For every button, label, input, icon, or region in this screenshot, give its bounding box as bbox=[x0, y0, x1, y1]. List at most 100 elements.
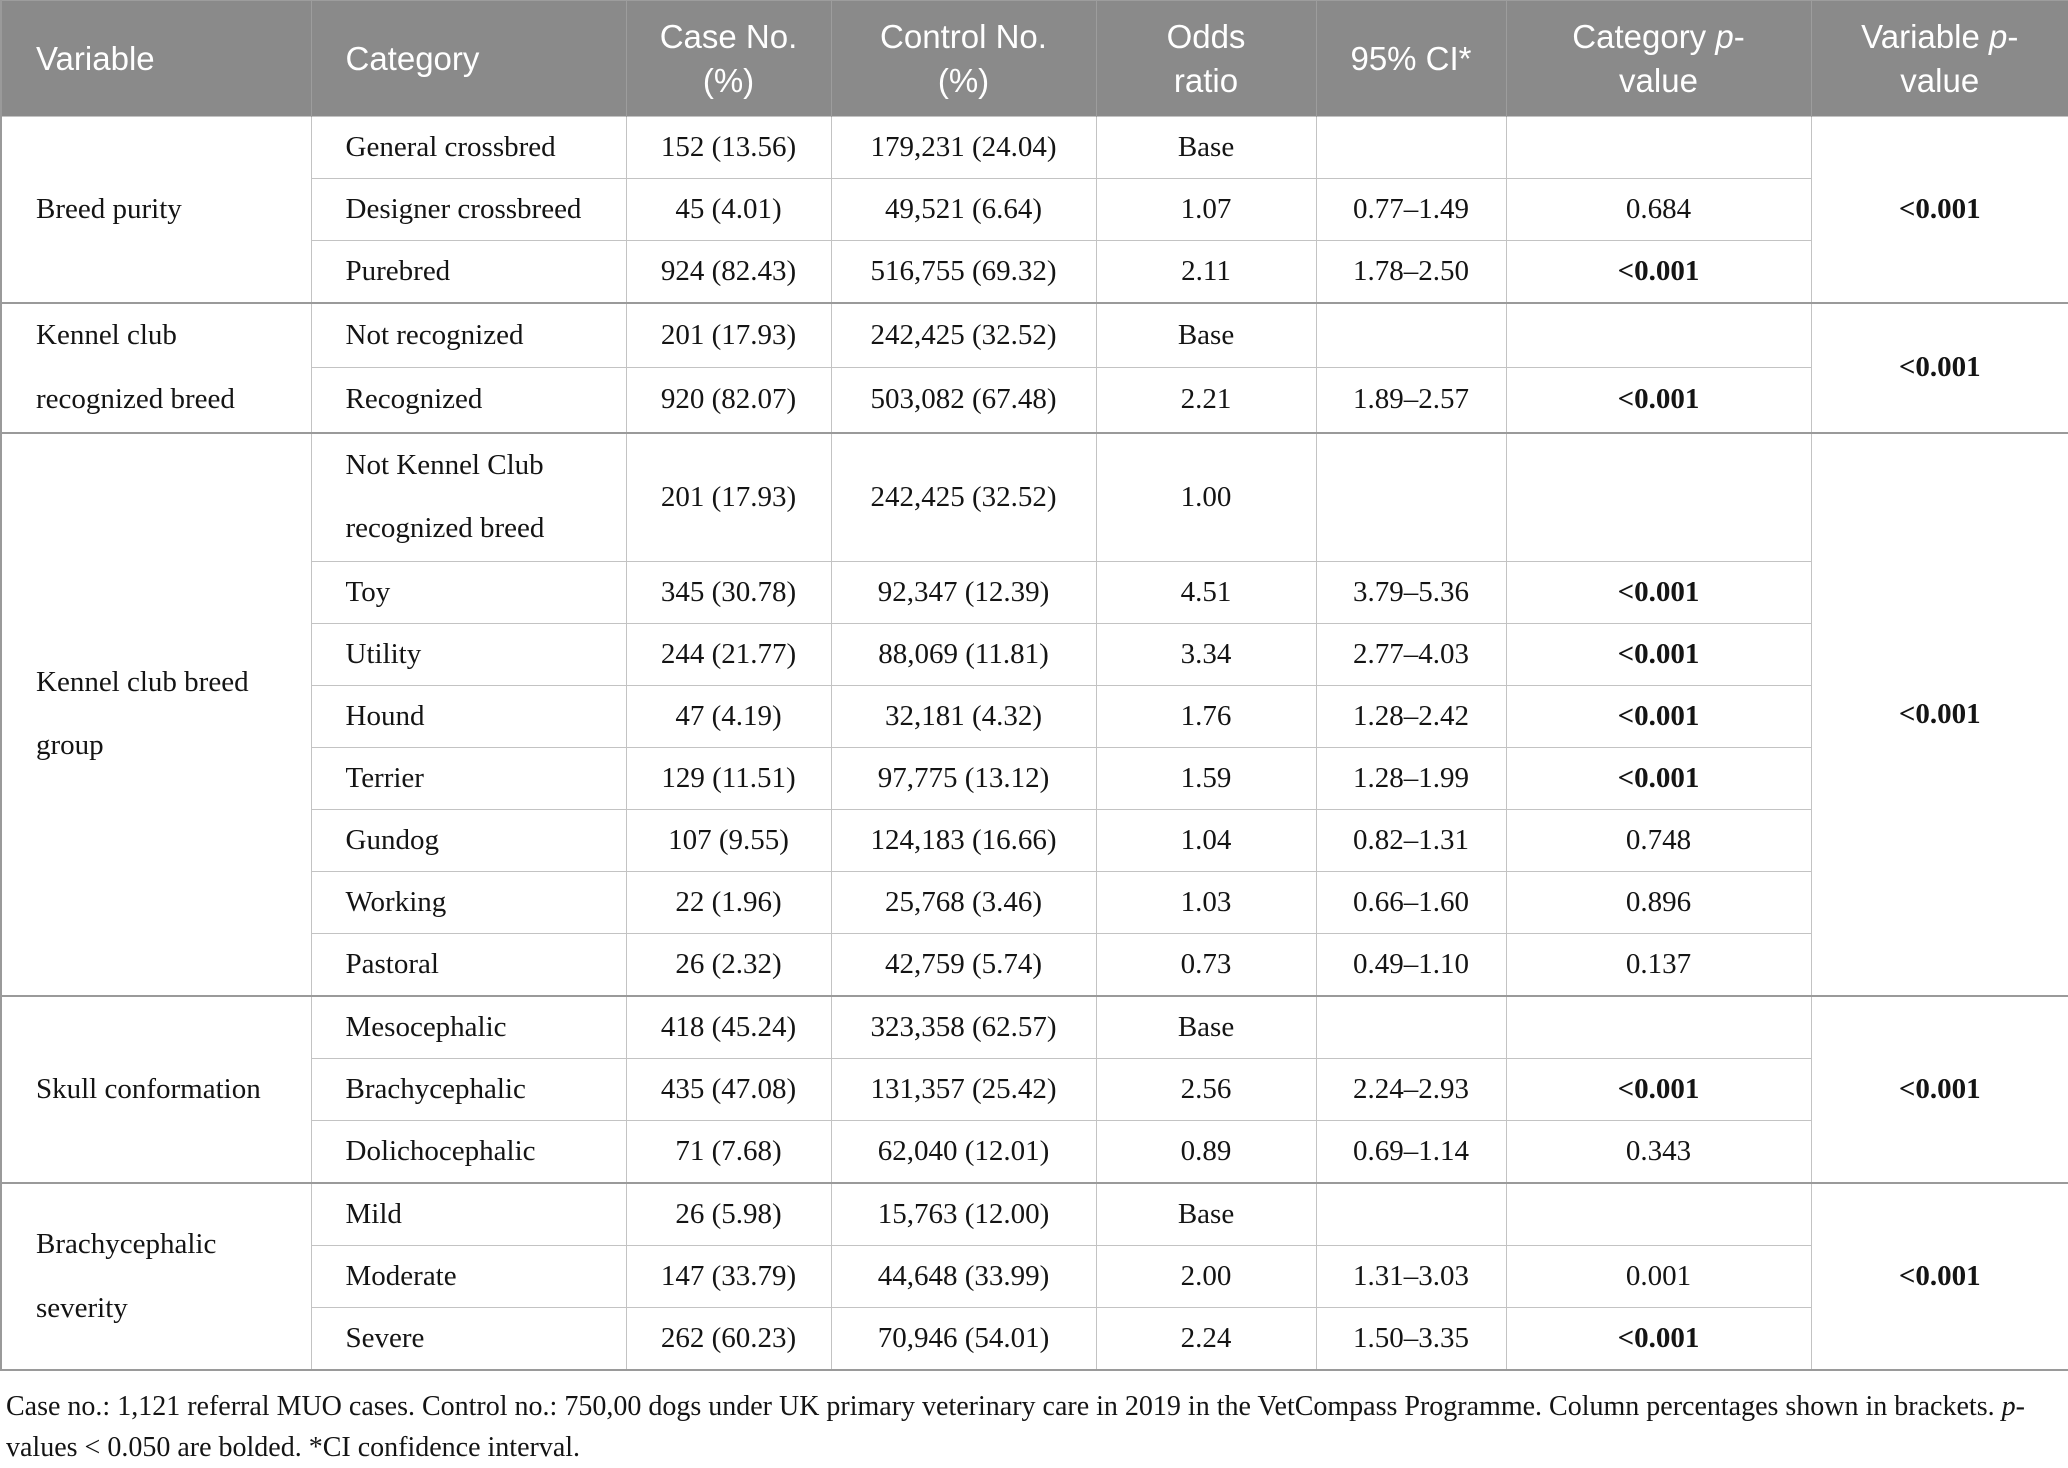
table-row: Severe 262 (60.23) 70,946 (54.01) 2.24 1… bbox=[1, 1308, 2068, 1371]
odds-ratio-cell: 3.34 bbox=[1096, 624, 1316, 686]
header-row: Variable Category Case No. (%) Control N… bbox=[1, 1, 2068, 117]
col-header-variable: Variable bbox=[1, 1, 311, 117]
category-cell: Dolichocephalic bbox=[311, 1121, 626, 1184]
case-no-cell: 201 (17.93) bbox=[626, 303, 831, 368]
table-row: Kennel club recognized breed Not recogni… bbox=[1, 303, 2068, 368]
table-row: Dolichocephalic 71 (7.68) 62,040 (12.01)… bbox=[1, 1121, 2068, 1184]
odds-ratio-cell: 1.07 bbox=[1096, 179, 1316, 241]
category-cell: Gundog bbox=[311, 810, 626, 872]
category-cell: Mesocephalic bbox=[311, 996, 626, 1059]
table-row: Toy 345 (30.78) 92,347 (12.39) 4.51 3.79… bbox=[1, 562, 2068, 624]
category-p-cell bbox=[1506, 996, 1811, 1059]
case-no-cell: 262 (60.23) bbox=[626, 1308, 831, 1371]
variable-cell: Skull conformation bbox=[1, 996, 311, 1183]
category-p-cell: 0.748 bbox=[1506, 810, 1811, 872]
table-row: Utility 244 (21.77) 88,069 (11.81) 3.34 … bbox=[1, 624, 2068, 686]
ci-cell: 2.77–4.03 bbox=[1316, 624, 1506, 686]
category-cell: Not Kennel Club recognized breed bbox=[311, 433, 626, 562]
footnote-italic-p: p bbox=[2002, 1391, 2016, 1422]
case-no-cell: 26 (5.98) bbox=[626, 1183, 831, 1246]
control-no-cell: 44,648 (33.99) bbox=[831, 1246, 1096, 1308]
case-no-cell: 26 (2.32) bbox=[626, 934, 831, 997]
ci-cell bbox=[1316, 303, 1506, 368]
case-no-cell: 147 (33.79) bbox=[626, 1246, 831, 1308]
control-no-cell: 242,425 (32.52) bbox=[831, 433, 1096, 562]
table-footnote: Case no.: 1,121 referral MUO cases. Cont… bbox=[0, 1371, 2068, 1468]
category-p-cell: <0.001 bbox=[1506, 1059, 1811, 1121]
category-cell: General crossbred bbox=[311, 117, 626, 179]
category-cell: Pastoral bbox=[311, 934, 626, 997]
col-header-control-line2: (%) bbox=[832, 59, 1096, 103]
odds-ratio-cell: 1.03 bbox=[1096, 872, 1316, 934]
odds-ratio-cell: 1.76 bbox=[1096, 686, 1316, 748]
table-row: Brachycephalic severity Mild 26 (5.98) 1… bbox=[1, 1183, 2068, 1246]
odds-ratio-cell: 2.11 bbox=[1096, 241, 1316, 304]
control-no-cell: 42,759 (5.74) bbox=[831, 934, 1096, 997]
col-header-control-line1: Control No. bbox=[832, 15, 1096, 59]
col-header-category-p: Category p- value bbox=[1506, 1, 1811, 117]
odds-ratio-cell: 1.04 bbox=[1096, 810, 1316, 872]
variable-p-cell: <0.001 bbox=[1811, 117, 2068, 304]
control-no-cell: 88,069 (11.81) bbox=[831, 624, 1096, 686]
control-no-cell: 124,183 (16.66) bbox=[831, 810, 1096, 872]
ci-cell: 2.24–2.93 bbox=[1316, 1059, 1506, 1121]
col-header-variable-p-line2: value bbox=[1812, 59, 2068, 103]
table-row: Breed purity General crossbred 152 (13.5… bbox=[1, 117, 2068, 179]
table-row: Terrier 129 (11.51) 97,775 (13.12) 1.59 … bbox=[1, 748, 2068, 810]
category-cell: Working bbox=[311, 872, 626, 934]
case-no-cell: 152 (13.56) bbox=[626, 117, 831, 179]
variable-cell: Kennel club recognized breed bbox=[1, 303, 311, 433]
ci-cell: 0.49–1.10 bbox=[1316, 934, 1506, 997]
category-p-cell bbox=[1506, 433, 1811, 562]
table-row: Moderate 147 (33.79) 44,648 (33.99) 2.00… bbox=[1, 1246, 2068, 1308]
category-p-cell: <0.001 bbox=[1506, 562, 1811, 624]
ci-cell: 0.69–1.14 bbox=[1316, 1121, 1506, 1184]
category-p-cell: <0.001 bbox=[1506, 1308, 1811, 1371]
category-cell: Moderate bbox=[311, 1246, 626, 1308]
case-no-cell: 244 (21.77) bbox=[626, 624, 831, 686]
col-header-ci: 95% CI* bbox=[1316, 1, 1506, 117]
category-p-cell: 0.896 bbox=[1506, 872, 1811, 934]
category-cell: Utility bbox=[311, 624, 626, 686]
variable-cell: Breed purity bbox=[1, 117, 311, 304]
table-row: Recognized 920 (82.07) 503,082 (67.48) 2… bbox=[1, 368, 2068, 433]
variable-p-cell: <0.001 bbox=[1811, 303, 2068, 433]
ci-cell bbox=[1316, 433, 1506, 562]
case-no-cell: 22 (1.96) bbox=[626, 872, 831, 934]
category-p-cell: <0.001 bbox=[1506, 748, 1811, 810]
category-p-cell: <0.001 bbox=[1506, 624, 1811, 686]
odds-ratio-cell: Base bbox=[1096, 996, 1316, 1059]
odds-ratio-cell: Base bbox=[1096, 303, 1316, 368]
table-row: Brachycephalic 435 (47.08) 131,357 (25.4… bbox=[1, 1059, 2068, 1121]
ci-cell: 1.78–2.50 bbox=[1316, 241, 1506, 304]
variable-cell: Kennel club breed group bbox=[1, 433, 311, 997]
category-p-cell bbox=[1506, 303, 1811, 368]
control-no-cell: 503,082 (67.48) bbox=[831, 368, 1096, 433]
col-header-odds-line2: ratio bbox=[1097, 59, 1316, 103]
case-no-cell: 418 (45.24) bbox=[626, 996, 831, 1059]
case-no-cell: 107 (9.55) bbox=[626, 810, 831, 872]
case-no-cell: 924 (82.43) bbox=[626, 241, 831, 304]
ci-cell bbox=[1316, 1183, 1506, 1246]
odds-ratio-cell: 0.73 bbox=[1096, 934, 1316, 997]
case-no-cell: 435 (47.08) bbox=[626, 1059, 831, 1121]
control-no-cell: 15,763 (12.00) bbox=[831, 1183, 1096, 1246]
category-cell: Terrier bbox=[311, 748, 626, 810]
category-p-cell: <0.001 bbox=[1506, 368, 1811, 433]
ci-cell: 1.28–1.99 bbox=[1316, 748, 1506, 810]
category-p-cell bbox=[1506, 1183, 1811, 1246]
control-no-cell: 97,775 (13.12) bbox=[831, 748, 1096, 810]
ci-cell bbox=[1316, 996, 1506, 1059]
odds-ratio-cell: 4.51 bbox=[1096, 562, 1316, 624]
odds-ratio-cell: 2.56 bbox=[1096, 1059, 1316, 1121]
variable-p-cell: <0.001 bbox=[1811, 996, 2068, 1183]
col-header-case-no: Case No. (%) bbox=[626, 1, 831, 117]
odds-ratio-cell: 2.24 bbox=[1096, 1308, 1316, 1371]
ci-cell: 0.82–1.31 bbox=[1316, 810, 1506, 872]
col-header-case-line2: (%) bbox=[627, 59, 831, 103]
table-row: Gundog 107 (9.55) 124,183 (16.66) 1.04 0… bbox=[1, 810, 2068, 872]
col-header-variable-p-line1: Variable p- bbox=[1812, 15, 2068, 59]
category-cell: Brachycephalic bbox=[311, 1059, 626, 1121]
odds-ratio-cell: 0.89 bbox=[1096, 1121, 1316, 1184]
col-header-odds-ratio: Odds ratio bbox=[1096, 1, 1316, 117]
